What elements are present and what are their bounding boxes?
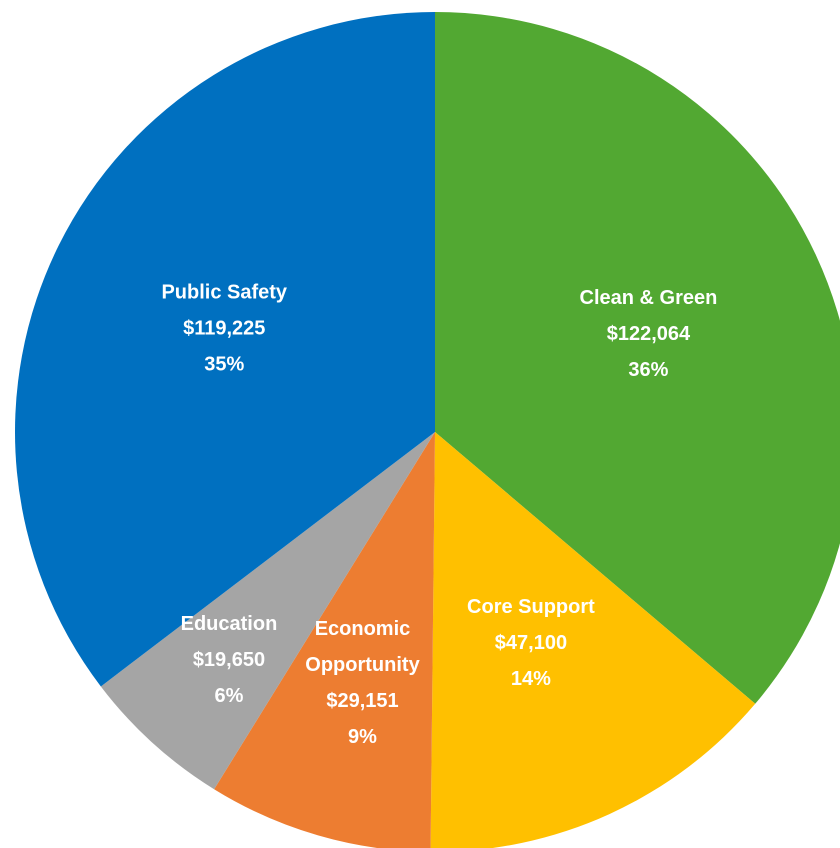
slice-amount-label: $47,100 xyxy=(495,632,567,654)
slice-category-label: Public Safety xyxy=(161,282,287,304)
slice-percent-label: 9% xyxy=(348,726,377,748)
slice-data-label: Public Safety $119,225 35% xyxy=(161,282,287,376)
slice-category-label: Opportunity xyxy=(305,654,420,676)
pie-labels: Clean & Green $122,064 36% Core Support $47,… xyxy=(161,282,717,749)
slice-percent-label: 14% xyxy=(511,668,551,690)
slice-data-label: Clean & Green $122,064 36% xyxy=(580,287,718,381)
pie-slice-clean-green xyxy=(435,12,840,704)
slice-amount-label: $29,151 xyxy=(326,690,398,712)
slice-data-label: Economic Opportunity $29,151 9% xyxy=(305,618,420,748)
pie-slices xyxy=(15,12,840,848)
slice-data-label: Core Support $47,100 14% xyxy=(467,596,595,690)
slice-amount-label: $119,225 xyxy=(183,318,265,340)
slice-amount-label: $19,650 xyxy=(193,649,265,671)
slice-percent-label: 35% xyxy=(204,354,244,376)
pie-slice-education xyxy=(100,432,435,790)
slice-percent-label: 6% xyxy=(215,685,244,707)
slice-category-label: Economic xyxy=(315,618,411,640)
slice-amount-label: $122,064 xyxy=(607,323,691,345)
pie-slice-economic-opportunity xyxy=(214,432,435,848)
slice-category-label: Core Support xyxy=(467,596,595,618)
slice-category-label: Clean & Green xyxy=(580,287,718,309)
slice-category-label: Education xyxy=(181,613,278,635)
pie-slice-public-safety xyxy=(15,12,435,687)
pie-slice-core-support xyxy=(430,432,756,848)
slice-data-label: Education $19,650 6% xyxy=(181,613,278,707)
slice-percent-label: 36% xyxy=(628,359,668,381)
